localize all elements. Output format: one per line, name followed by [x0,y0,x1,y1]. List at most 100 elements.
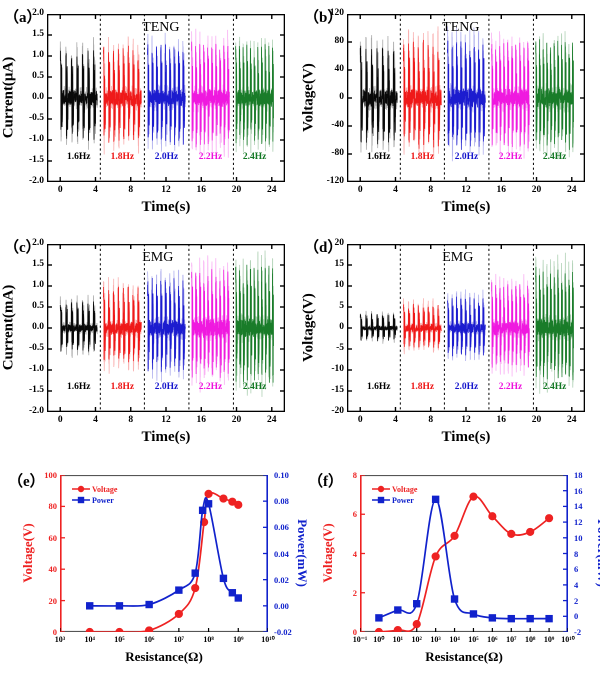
x-tick-label: 4 [93,185,98,195]
x-tick-label: 10⁻¹ [352,635,368,644]
y-tick-label: -1.5 [28,155,44,165]
frequency-label: 1.6Hz [366,382,391,392]
frequency-label: 1.6Hz [66,152,91,162]
y-tick-label-right: 0.10 [274,470,289,480]
y-tick-label: -1.0 [28,134,44,144]
plot-area: Voltage Power [60,475,268,632]
y-tick-label: -2.0 [28,176,44,186]
legend-label: Voltage [392,485,418,494]
legend-label: Power [92,496,114,505]
x-tick-label: 24 [267,415,277,425]
x-tick-label: 10¹ [392,635,404,644]
panel-f: Voltage Power [360,475,568,632]
y-tick-label-right: 14 [574,501,583,512]
y-tick-label: 0.0 [32,322,44,332]
y-tick-label-right: 6 [574,564,579,575]
x-tick-label: 12 [161,415,171,425]
frequency-label: 2.4Hz [242,382,267,392]
y-tick-label: 1.5 [32,259,44,269]
y-tick-label: 1.5 [32,29,44,39]
panel-e: Voltage Power [60,475,268,632]
y-tick-label: -5 [336,343,344,353]
y-tick-label: 10 [334,280,345,290]
panel-tag: （f） [308,474,343,490]
frequency-label: 1.8Hz [410,382,435,392]
plot-area: Voltage Power [360,475,568,632]
x-tick-label: 10⁷ [173,635,185,644]
frequency-label: 2.2Hz [498,152,523,162]
plot-area [47,14,285,182]
legend: Voltage Power [72,485,118,505]
x-tick-label: 0 [57,185,63,195]
y-tick-label: 0 [339,322,344,332]
panel-d: 1.6Hz 1.8Hz 2.0Hz 2.2Hz 2.4Hz EMG [347,244,585,412]
frequency-label: 1.8Hz [110,152,135,162]
y-axis-title-left: Voltage(V) [320,522,335,583]
y-tick-label: -1.0 [28,364,44,374]
y-tick-label-right: -2 [574,627,582,637]
y-tick-label-left: 2 [352,587,357,598]
y-tick-label-right: 4 [574,579,579,590]
x-tick-label: 8 [128,185,134,195]
x-tick-label: 24 [567,185,577,195]
panel-tag: （d） [304,240,343,256]
frequency-label: 1.8Hz [410,152,435,162]
x-tick-label: 4 [393,415,398,425]
x-tick-label: 16 [496,415,507,425]
frequency-label: 2.4Hz [242,152,267,162]
y-axis-title: Current(mA) [0,284,17,371]
y-tick-label-right: 16 [574,485,583,496]
x-axis-title: Time(s) [141,429,191,445]
x-tick-label: 10⁵ [468,635,479,644]
y-tick-label: -20 [331,406,344,416]
y-tick-label-right: 12 [574,517,583,528]
x-tick-label: 20 [231,415,242,425]
x-tick-label: 20 [531,185,542,195]
frequency-label: 2.4Hz [542,152,567,162]
x-tick-label: 10¹⁰ [261,635,275,644]
x-axis-title: Time(s) [441,199,491,215]
x-tick-label: 10¹⁰ [561,635,575,644]
y-axis-title: Current(μA) [0,56,17,139]
x-axis-title: Time(s) [141,199,191,215]
y-tick-label-right: 10 [574,532,583,543]
y-tick-label: -10 [331,364,344,374]
x-tick-label: 10⁴ [84,635,95,644]
x-tick-label: 24 [267,185,277,195]
legend-label: Power [392,496,414,505]
frequency-label: 2.0Hz [154,152,179,162]
y-tick-label: 0.0 [32,92,44,102]
y-tick-label-left: 6 [352,509,357,520]
y-tick-label-left: 40 [48,564,58,575]
x-tick-label: 10⁹ [543,635,555,644]
y-tick-label-right: 0.08 [274,496,289,507]
y-tick-label-right: 0.04 [274,548,289,559]
y-tick-label: -1.5 [28,385,44,395]
y-tick-label: 1.0 [32,280,44,290]
x-tick-label: 0 [57,415,63,425]
x-tick-label: 8 [428,415,434,425]
x-tick-label: 10⁶ [143,635,155,644]
panel-a: 1.6Hz 1.8Hz 2.0Hz 2.2Hz 2.4Hz TENG [47,14,285,182]
y-tick-label: 1.0 [32,50,44,60]
x-tick-label: 10⁸ [524,635,536,644]
legend: Voltage Power [372,485,418,505]
y-tick-label-left: 60 [48,532,58,543]
y-tick-label: 80 [334,36,345,46]
y-tick-label: -80 [331,148,344,158]
frequency-label: 2.4Hz [542,382,567,392]
y-tick-label-right: 8 [574,548,579,559]
y-tick-label-right: 0.06 [274,522,289,533]
y-tick-label-left: 0 [352,627,357,637]
x-tick-label: 16 [196,185,207,195]
frequency-label: 2.2Hz [198,382,223,392]
y-axis-title-left: Voltage(V) [20,522,35,583]
plot-title: EMG [142,250,174,265]
y-tick-label: 0.5 [32,71,44,81]
frequency-label: 1.6Hz [66,382,91,392]
frequency-label: 2.2Hz [498,382,523,392]
y-tick-label-right: 0.02 [274,574,289,585]
x-tick-label: 4 [393,185,398,195]
x-tick-label: 10⁷ [506,635,517,644]
